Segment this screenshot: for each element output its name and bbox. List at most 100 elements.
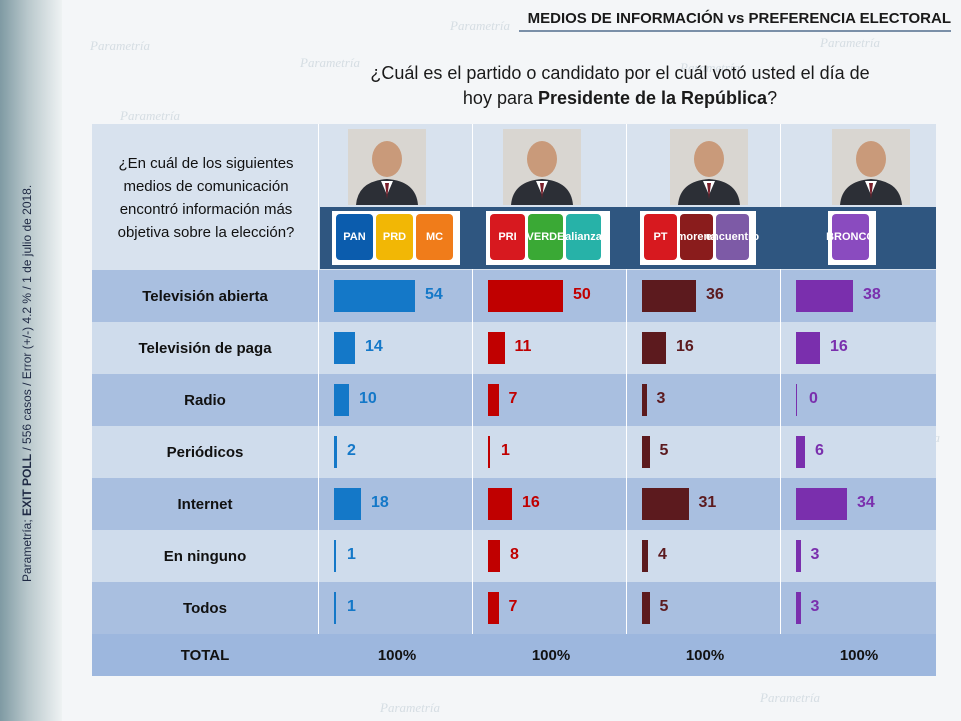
category-row (92, 478, 936, 530)
category-label: Internet (177, 495, 233, 513)
sub-question: ¿En cuál de los siguientes medios de com… (100, 152, 312, 244)
question-line-1: ¿Cuál es el partido o candidato por el c… (370, 63, 870, 83)
data-bar (334, 384, 349, 416)
data-bar (334, 280, 415, 312)
data-bar (796, 436, 805, 468)
watermark-text: Parametría (380, 700, 440, 715)
party-logo-pt: PT (644, 214, 677, 260)
data-label: 4 (658, 546, 667, 563)
data-bar (488, 592, 499, 624)
question-line-2-end: ? (767, 88, 778, 108)
category-row (92, 426, 936, 478)
data-label: 54 (425, 286, 443, 303)
data-bar (488, 384, 499, 416)
candidate-photo (348, 129, 426, 205)
candidate-photo (832, 129, 910, 205)
data-label: 5 (659, 442, 669, 459)
watermark-text: Parametría (120, 108, 180, 123)
candidate-photo (503, 129, 581, 205)
data-label: 36 (706, 286, 724, 303)
data-label: 1 (347, 598, 356, 615)
column-divider (472, 124, 473, 676)
data-bar (796, 592, 801, 624)
total-label: TOTAL (180, 646, 230, 664)
total-value: 100% (377, 646, 417, 664)
data-label: 34 (857, 494, 875, 511)
data-bar (796, 280, 853, 312)
data-bar (642, 436, 650, 468)
sub-question-line-3: encontró información más (119, 201, 293, 218)
data-label: 31 (698, 494, 717, 511)
data-bar (796, 488, 847, 520)
source-note-prefix: Parametría; (20, 515, 34, 582)
sub-question-line-2: medios de comunicación (123, 178, 289, 195)
category-label: Todos (183, 599, 227, 617)
data-label: 10 (359, 390, 377, 407)
data-bar (642, 280, 696, 312)
total-value: 100% (839, 646, 879, 664)
party-logo-mc: MC (416, 214, 453, 260)
category-label: En ninguno (163, 547, 247, 565)
source-note: Parametría; EXIT POLL / 556 casos / Erro… (20, 185, 34, 582)
data-bar (334, 488, 361, 520)
party-logo-prd: PRD (376, 214, 413, 260)
party-logo-pan: PAN (336, 214, 373, 260)
data-bar (488, 488, 512, 520)
data-label: 6 (815, 442, 824, 459)
data-label: 11 (514, 338, 532, 355)
data-bar (642, 384, 647, 416)
data-label: 2 (347, 442, 356, 459)
data-label: 3 (656, 390, 666, 407)
data-label: 16 (830, 338, 848, 355)
bar-baseline (796, 384, 797, 416)
watermark-text: Parametría (680, 60, 740, 75)
data-bar (334, 540, 336, 572)
column-divider (626, 124, 627, 676)
data-label: 8 (510, 546, 519, 563)
watermark-text: Parametría (300, 55, 360, 70)
category-label: Periódicos (166, 443, 244, 461)
category-row (92, 322, 936, 374)
sub-question-line-1: ¿En cuál de los siguientes (118, 155, 294, 172)
data-bar (334, 436, 337, 468)
data-label: 3 (810, 598, 820, 615)
category-row (92, 582, 936, 634)
candidate-photo (670, 129, 748, 205)
column-divider (318, 124, 319, 676)
data-bar (796, 332, 820, 364)
data-label: 1 (347, 546, 356, 563)
data-label: 7 (508, 390, 518, 407)
category-row (92, 530, 936, 582)
title-underline (519, 30, 951, 32)
left-decorative-stripe (0, 0, 62, 721)
data-label: 14 (365, 338, 383, 355)
data-label: 38 (863, 286, 881, 303)
data-label: 0 (809, 390, 818, 407)
data-bar (642, 332, 666, 364)
data-bar (334, 332, 355, 364)
data-label: 16 (522, 494, 540, 511)
data-bar (334, 592, 336, 624)
data-label: 3 (810, 546, 820, 563)
data-bar (488, 436, 490, 468)
source-note-suffix: / 556 casos / Error (+/-) 4.2 % / 1 de j… (20, 184, 34, 454)
question-line-2-bold: Presidente de la República (537, 88, 768, 108)
data-bar (488, 540, 500, 572)
category-label: Radio (184, 391, 226, 409)
party-logo-verde: VERDE (527, 214, 564, 260)
total-row (92, 634, 936, 676)
total-value: 100% (531, 646, 571, 664)
column-divider (780, 124, 781, 676)
data-label: 5 (659, 598, 669, 615)
data-label: 16 (676, 338, 694, 355)
party-logo-alianza: alianza (565, 214, 602, 260)
data-bar (642, 592, 650, 624)
data-bar (642, 540, 648, 572)
data-label: 18 (371, 494, 389, 511)
data-label: 1 (501, 442, 510, 459)
watermark-text: Parametría (820, 35, 880, 50)
watermark-text: Parametría (90, 38, 150, 53)
data-bar (796, 540, 801, 572)
party-logo-pri: PRI (490, 214, 525, 260)
watermark-text: Parametría (450, 18, 510, 33)
